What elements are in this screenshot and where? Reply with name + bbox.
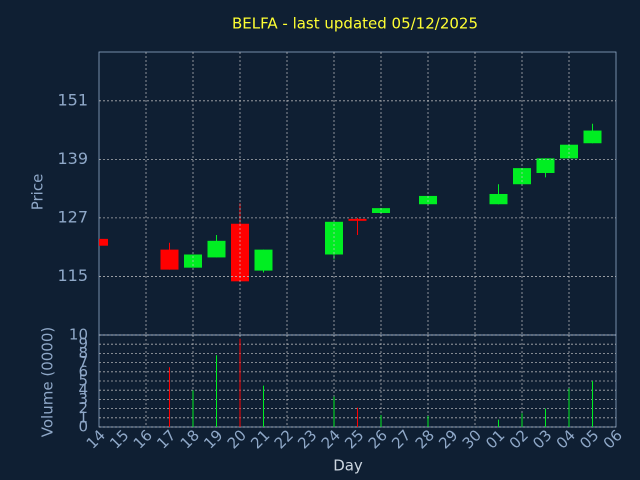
y2-tick-label: 2 (78, 399, 88, 417)
x-tick-label: 28 (412, 426, 438, 452)
x-tick-label: 30 (459, 426, 485, 452)
y2-tick-label: 8 (78, 344, 88, 362)
y2-tick-label: 4 (78, 381, 88, 399)
x-tick-label: 01 (482, 426, 508, 452)
x-axis-label: Day (333, 457, 363, 475)
x-tick-label: 02 (506, 426, 532, 452)
price-frame (98, 51, 617, 336)
candle-body (99, 238, 108, 246)
y-axis-label: Price (29, 174, 47, 211)
price-plot (99, 123, 602, 282)
candle-body (372, 208, 390, 214)
y-tick-label: 127 (57, 207, 88, 226)
x-tick-label: 27 (388, 426, 414, 452)
x-tick-label: 24 (318, 426, 344, 452)
x-tick-label: 18 (177, 426, 203, 452)
y2-tick-label: 0 (78, 418, 88, 436)
x-tick-label: 21 (247, 426, 273, 452)
candle-body (348, 218, 367, 221)
x-tick-label: 29 (435, 426, 461, 452)
y2-axis-label: Volume (0000) (39, 327, 57, 437)
candle-body (207, 240, 226, 258)
y2-tick-label: 3 (78, 390, 88, 408)
candle-body (536, 158, 555, 174)
x-tick-label: 26 (365, 426, 391, 452)
y-tick-label: 115 (57, 266, 88, 285)
x-tick-label: 23 (294, 426, 320, 452)
chart-title: BELFA - last updated 05/12/2025 (232, 15, 478, 33)
y2-tick-label: 9 (78, 335, 88, 353)
candle-body (160, 249, 179, 270)
x-tick-label: 19 (200, 426, 226, 452)
y2-tick-label: 1 (78, 408, 88, 426)
y2-tick-label: 6 (78, 362, 88, 380)
candle-body (254, 249, 273, 271)
x-tick-label: 15 (106, 426, 132, 452)
candle-body (583, 130, 602, 144)
candle-body (325, 221, 343, 255)
y-tick-label: 139 (57, 149, 88, 168)
x-tick-label: 20 (224, 426, 250, 452)
candle-body (560, 144, 578, 159)
x-tick-label: 05 (576, 426, 602, 452)
candle-body (489, 193, 508, 205)
x-tick-label: 17 (153, 426, 179, 452)
x-tick-label: 04 (553, 426, 579, 452)
x-tick-label: 25 (341, 426, 367, 452)
y2-tick-label: 10 (69, 326, 88, 344)
y2-tick-label: 7 (78, 353, 88, 371)
x-tick-label: 16 (130, 426, 156, 452)
x-tick-label: 22 (271, 426, 297, 452)
x-tick-label: 06 (600, 426, 626, 452)
x-tick-label: 03 (529, 426, 555, 452)
y-tick-label: 151 (57, 90, 88, 109)
y2-tick-label: 5 (78, 372, 88, 390)
